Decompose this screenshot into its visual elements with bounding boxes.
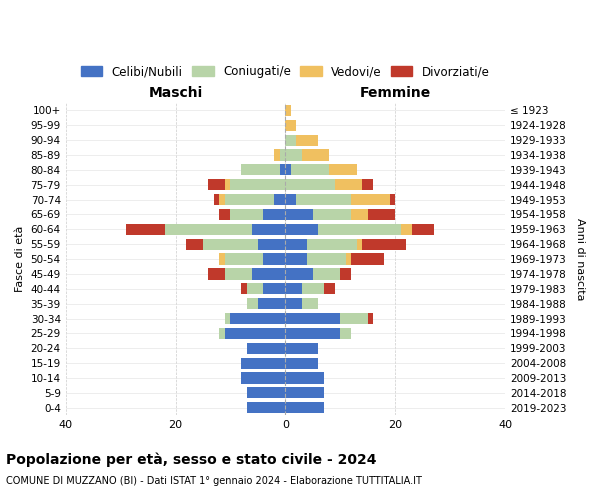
Bar [351, 194, 390, 205]
Bar [286, 358, 319, 368]
Bar [263, 283, 286, 294]
Bar [225, 194, 274, 205]
Bar [302, 150, 329, 160]
Bar [346, 254, 351, 264]
Bar [225, 179, 230, 190]
Bar [274, 194, 286, 205]
Bar [340, 328, 351, 339]
Bar [247, 388, 286, 398]
Bar [340, 313, 368, 324]
Bar [296, 134, 319, 145]
Bar [253, 268, 286, 280]
Bar [247, 402, 286, 413]
Bar [263, 209, 286, 220]
Bar [274, 150, 280, 160]
Bar [302, 298, 319, 309]
Legend: Celibi/Nubili, Coniugati/e, Vedovi/e, Divorziati/e: Celibi/Nubili, Coniugati/e, Vedovi/e, Di… [81, 65, 490, 78]
Bar [241, 358, 286, 368]
Bar [286, 134, 296, 145]
Bar [263, 254, 286, 264]
Bar [286, 238, 307, 250]
Bar [253, 224, 286, 235]
Bar [247, 342, 286, 354]
Bar [225, 268, 253, 280]
Bar [208, 268, 225, 280]
Bar [390, 194, 395, 205]
Bar [286, 164, 291, 175]
Bar [362, 179, 373, 190]
Y-axis label: Anni di nascita: Anni di nascita [575, 218, 585, 300]
Bar [412, 224, 434, 235]
Bar [335, 179, 362, 190]
Bar [286, 105, 291, 116]
Bar [230, 209, 263, 220]
Bar [286, 402, 324, 413]
Bar [258, 298, 286, 309]
Bar [286, 388, 324, 398]
Text: Maschi: Maschi [148, 86, 203, 100]
Bar [368, 313, 373, 324]
Bar [286, 268, 313, 280]
Bar [286, 209, 313, 220]
Y-axis label: Fasce di età: Fasce di età [15, 226, 25, 292]
Bar [220, 209, 230, 220]
Bar [286, 194, 296, 205]
Bar [307, 238, 357, 250]
Bar [247, 298, 258, 309]
Bar [258, 238, 286, 250]
Bar [362, 238, 406, 250]
Text: Femmine: Femmine [359, 86, 431, 100]
Bar [280, 164, 286, 175]
Bar [286, 328, 340, 339]
Bar [302, 283, 324, 294]
Bar [286, 224, 319, 235]
Bar [241, 283, 247, 294]
Bar [286, 150, 302, 160]
Bar [203, 238, 258, 250]
Text: Popolazione per età, sesso e stato civile - 2024: Popolazione per età, sesso e stato civil… [6, 452, 377, 467]
Text: COMUNE DI MUZZANO (BI) - Dati ISTAT 1° gennaio 2024 - Elaborazione TUTTITALIA.IT: COMUNE DI MUZZANO (BI) - Dati ISTAT 1° g… [6, 476, 422, 486]
Bar [319, 224, 401, 235]
Bar [225, 313, 230, 324]
Bar [286, 283, 302, 294]
Bar [329, 164, 357, 175]
Bar [307, 254, 346, 264]
Bar [241, 372, 286, 384]
Bar [368, 209, 395, 220]
Bar [187, 238, 203, 250]
Bar [286, 342, 319, 354]
Bar [214, 194, 220, 205]
Bar [220, 194, 225, 205]
Bar [291, 164, 329, 175]
Bar [230, 313, 286, 324]
Bar [286, 298, 302, 309]
Bar [351, 254, 384, 264]
Bar [230, 179, 286, 190]
Bar [313, 268, 340, 280]
Bar [126, 224, 164, 235]
Bar [225, 328, 286, 339]
Bar [220, 254, 225, 264]
Bar [313, 209, 351, 220]
Bar [357, 238, 362, 250]
Bar [164, 224, 253, 235]
Bar [340, 268, 351, 280]
Bar [280, 150, 286, 160]
Bar [286, 120, 296, 131]
Bar [351, 209, 368, 220]
Bar [220, 328, 225, 339]
Bar [286, 372, 324, 384]
Bar [247, 283, 263, 294]
Bar [286, 254, 307, 264]
Bar [324, 283, 335, 294]
Bar [401, 224, 412, 235]
Bar [208, 179, 225, 190]
Bar [286, 313, 340, 324]
Bar [241, 164, 280, 175]
Bar [286, 179, 335, 190]
Bar [225, 254, 263, 264]
Bar [296, 194, 351, 205]
